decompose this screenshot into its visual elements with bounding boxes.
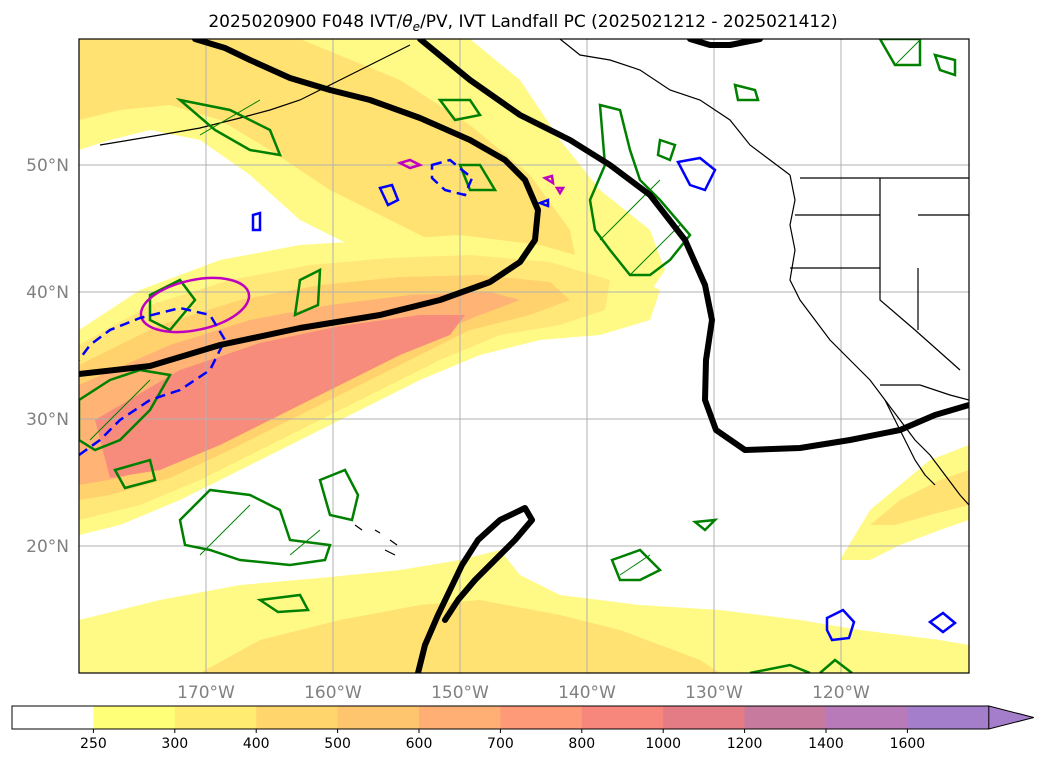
colorbar-label: 400 xyxy=(243,736,270,752)
coastlines xyxy=(99,39,969,556)
blue-small-n1 xyxy=(378,183,400,207)
pv-contour-w3 xyxy=(79,368,172,452)
lat-label-40: 40°N xyxy=(26,283,69,303)
pv-contour-n3 xyxy=(588,103,692,277)
blue-dashed-north xyxy=(430,158,474,197)
colorbar-label: 1200 xyxy=(727,736,763,752)
blue-dashed-west xyxy=(79,306,227,457)
pv-hatching xyxy=(89,39,921,576)
colorbar-label: 300 xyxy=(161,736,188,752)
colorbar-label: 500 xyxy=(324,736,351,752)
colorbar: 250 300 400 500 600 700 800 1000 1200 1400 1600 xyxy=(11,705,1034,752)
pv-contour-s4 xyxy=(610,548,663,582)
colorbar-label: 800 xyxy=(568,736,595,752)
pv-contour-n1 xyxy=(437,98,483,122)
colorbar-segment xyxy=(12,706,94,729)
colorbar-label: 600 xyxy=(406,736,433,752)
colorbar-segment xyxy=(337,706,420,729)
pv-contour-w2 xyxy=(148,278,197,332)
us-mexico-border xyxy=(880,384,969,401)
longitude-labels: 170°W 160°W 150°W 140°W 130°W 120°W xyxy=(177,683,870,703)
state-line-ca-nv xyxy=(879,268,961,371)
lon-label-140w: 140°W xyxy=(558,683,616,703)
pv-contour-n5 xyxy=(878,39,922,67)
colorbar-segment xyxy=(744,706,827,729)
blue-ring-n xyxy=(676,156,717,192)
landfall-pc-main xyxy=(79,39,541,377)
lon-label-120w: 120°W xyxy=(812,683,870,703)
colorbar-label: 1600 xyxy=(890,736,926,752)
pv-contour-se xyxy=(749,663,811,673)
ivt-shading xyxy=(79,39,969,673)
alaska-coast xyxy=(559,39,791,176)
colorbar-segment xyxy=(826,706,908,729)
colorbar-segment xyxy=(500,706,583,729)
west-coast-na xyxy=(789,174,969,506)
colorbar-segment xyxy=(581,706,664,729)
lon-label-170w: 170°W xyxy=(177,683,235,703)
pv-contour-se2 xyxy=(819,658,853,673)
figure-title: 2025020900 F048 IVT/θe/PV, IVT Landfall … xyxy=(208,12,837,34)
colorbar-extend-arrow xyxy=(988,705,1034,730)
colorbar-label: 700 xyxy=(487,736,514,752)
aleutian-islands xyxy=(99,44,411,146)
pv-contour-s2 xyxy=(318,468,360,522)
map-frame xyxy=(78,38,970,674)
blue-contours xyxy=(79,156,958,642)
pv-contour-w5 xyxy=(113,458,157,490)
lon-label-150w: 150°W xyxy=(431,683,489,703)
colorbar-segment xyxy=(256,706,339,729)
map-panel xyxy=(79,39,969,673)
ivt-ar-800 xyxy=(95,315,465,478)
colorbar-segment xyxy=(663,706,746,729)
pv-contours xyxy=(79,39,957,673)
pv-contour-n2 xyxy=(458,163,498,192)
theta-contour-small1 xyxy=(396,158,424,170)
blue-diamond-s2 xyxy=(927,611,958,634)
blue-small-m xyxy=(536,198,550,208)
state-line-id xyxy=(879,178,969,268)
theta-contour-small2 xyxy=(541,174,555,186)
pv-contour-s5 xyxy=(691,518,719,532)
hawaii-islands xyxy=(354,524,398,556)
colorbar-label: 1400 xyxy=(808,736,844,752)
landfall-pc-east xyxy=(417,39,969,453)
baja-peninsula xyxy=(884,399,936,486)
lon-label-160w: 160°W xyxy=(304,683,362,703)
blue-small-n2 xyxy=(251,211,262,232)
pv-contour-n6 xyxy=(733,83,760,102)
colorbar-segment xyxy=(907,706,990,729)
lat-label-50: 50°N xyxy=(26,156,69,176)
blue-hex-s1 xyxy=(825,608,856,642)
lat-label-20: 20°N xyxy=(26,537,69,557)
pv-contour-w1 xyxy=(175,97,282,157)
colorbar-segment xyxy=(419,706,501,729)
landfall-pc-contours xyxy=(79,39,969,673)
lat-label-30: 30°N xyxy=(26,410,69,430)
pv-contour-s3 xyxy=(256,593,311,614)
theta-contour-small3 xyxy=(554,186,566,196)
pv-contour-w4 xyxy=(293,267,322,318)
ivt-south-east-inner xyxy=(870,470,969,525)
pv-contour-ne xyxy=(933,53,957,77)
pv-contour-n4 xyxy=(656,138,677,162)
landfall-pc-north-cap xyxy=(687,39,763,48)
colorbar-label: 1000 xyxy=(645,736,681,752)
colorbar-segment xyxy=(93,706,176,729)
colorbar-segment xyxy=(174,706,257,729)
lon-label-130w: 130°W xyxy=(685,683,743,703)
landfall-pc-south xyxy=(415,505,535,673)
colorbar-label: 250 xyxy=(80,736,107,752)
latitude-labels: 50°N 40°N 30°N 20°N xyxy=(26,156,69,557)
